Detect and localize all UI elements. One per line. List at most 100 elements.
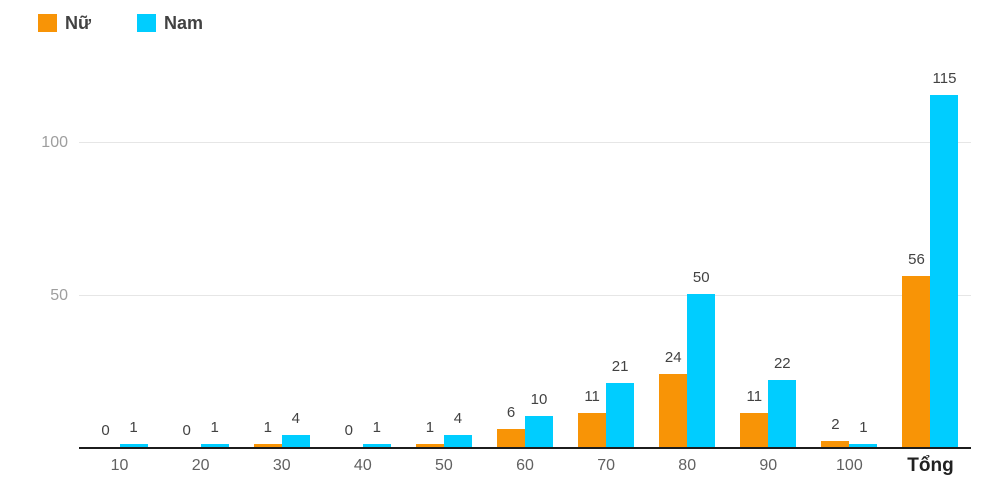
bar-group: 24 50 xyxy=(647,60,728,447)
bar-nam[interactable] xyxy=(930,95,959,447)
bar-value-label: 1 xyxy=(372,419,381,436)
bar-cell: 24 xyxy=(659,349,688,447)
bar-value-label: 24 xyxy=(664,349,682,366)
x-axis-tick-label: 30 xyxy=(272,457,291,474)
bar-cell: 1 xyxy=(253,419,282,447)
bar-value-label: 10 xyxy=(530,391,548,408)
bar-group: 11 21 xyxy=(566,60,647,447)
bar-value-label: 1 xyxy=(263,419,272,436)
x-axis-tick-label: 50 xyxy=(435,457,453,474)
bar-group: 11 22 xyxy=(728,60,809,447)
bar-cell: 4 xyxy=(281,410,310,447)
x-axis-labels: 10 20 30 40 50 60 70 80 90 100 Tổng xyxy=(79,456,971,476)
x-axis-tick-label: 80 xyxy=(678,457,697,474)
bar-value-label: 2 xyxy=(831,416,840,433)
bar-cell: 4 xyxy=(443,410,472,447)
x-axis-tick-label: Tổng xyxy=(907,455,954,476)
bar-cell: 11 xyxy=(740,388,769,447)
bar-cell: 115 xyxy=(930,70,959,447)
y-axis-tick-50: 50 xyxy=(50,287,68,304)
bar-cell: 1 xyxy=(119,419,148,447)
bar-nam[interactable] xyxy=(606,383,635,447)
bar-value-label: 1 xyxy=(210,419,219,436)
x-axis-tick-label: 90 xyxy=(759,457,778,474)
bar-group: 6 10 xyxy=(484,60,565,447)
legend-swatch-nu-icon xyxy=(38,14,57,32)
x-axis-tick-label: 60 xyxy=(516,457,534,474)
y-axis-tick-100: 100 xyxy=(41,134,68,151)
bar-value-label: 1 xyxy=(859,419,868,436)
bar-nam[interactable] xyxy=(281,435,310,447)
legend-label-nu: Nữ xyxy=(65,13,92,33)
bar-value-label: 11 xyxy=(584,388,600,405)
bar-value-label: 0 xyxy=(182,422,191,439)
bar-value-label: 56 xyxy=(908,251,925,268)
x-axis-tick-label: 10 xyxy=(110,457,129,474)
bar-nam[interactable] xyxy=(525,416,554,447)
bar-value-label: 4 xyxy=(291,410,300,427)
bar-value-label: 6 xyxy=(506,404,516,421)
bar-cell: 56 xyxy=(902,251,931,447)
x-axis-tick-label: 70 xyxy=(597,457,615,474)
bar-nam[interactable] xyxy=(119,444,148,447)
chart-legend: Nữ Nam xyxy=(38,14,203,32)
bar-cell: 1 xyxy=(200,419,229,447)
bar-cell: 10 xyxy=(525,391,554,447)
bar-cell: 11 xyxy=(578,388,607,447)
bar-nu[interactable] xyxy=(415,444,444,447)
legend-item-nu: Nữ xyxy=(38,14,91,32)
bar-cell: 22 xyxy=(768,355,797,447)
bar-cell: 1 xyxy=(849,419,878,447)
bar-nu[interactable] xyxy=(659,374,688,447)
bar-nu[interactable] xyxy=(497,429,526,447)
bar-group: 56 115 xyxy=(890,60,971,447)
bar-cell: 21 xyxy=(606,358,635,447)
bar-value-label: 1 xyxy=(129,419,138,436)
bar-cell: 0 xyxy=(335,422,363,447)
x-axis-tick-label: 40 xyxy=(353,457,372,474)
bar-nu[interactable] xyxy=(253,444,282,447)
bar-nam[interactable] xyxy=(200,444,229,447)
bar-nu[interactable] xyxy=(740,413,769,447)
gridline-100 xyxy=(79,142,971,143)
bar-nam[interactable] xyxy=(849,444,878,447)
gridline-50 xyxy=(79,295,971,296)
bar-value-label: 21 xyxy=(611,358,629,375)
bar-value-label: 22 xyxy=(773,355,791,372)
legend-label-nam: Nam xyxy=(164,13,204,33)
bar-cell: 1 xyxy=(362,419,391,447)
bar-value-label: 1 xyxy=(425,419,435,436)
x-axis-tick-label: 20 xyxy=(191,457,210,474)
legend-swatch-nam-icon xyxy=(137,14,157,32)
legend-item-nam: Nam xyxy=(137,14,203,32)
bar-cell: 50 xyxy=(687,269,716,447)
bar-value-label: 0 xyxy=(344,422,353,439)
bar-cell: 6 xyxy=(497,404,526,447)
x-axis-tick-label: 100 xyxy=(836,457,863,474)
bar-cell: 1 xyxy=(415,419,444,447)
bar-nu[interactable] xyxy=(902,276,931,447)
bar-nu[interactable] xyxy=(821,441,850,447)
bar-cell: 2 xyxy=(821,416,850,447)
bar-value-label: 50 xyxy=(692,269,710,286)
bar-value-label: 11 xyxy=(746,388,763,405)
bar-nu[interactable] xyxy=(578,413,607,447)
plot-area: 0 1 0 1 1 4 0 1 1 4 6 10 11 21 24 50 11 22 2 1 56 115 xyxy=(79,60,971,449)
bar-nam[interactable] xyxy=(443,435,472,447)
bar-nam[interactable] xyxy=(768,380,797,447)
bar-nam[interactable] xyxy=(362,444,391,447)
bar-value-label: 4 xyxy=(453,410,463,427)
x-axis-line xyxy=(79,447,971,449)
bar-nam[interactable] xyxy=(687,294,716,447)
bar-value-label: 0 xyxy=(101,422,110,439)
bar-groups: 0 1 0 1 1 4 0 1 1 4 6 10 11 21 24 50 11 22 2 1 56 115 xyxy=(79,60,971,447)
bar-value-label: 115 xyxy=(932,70,957,87)
bar-cell: 0 xyxy=(92,422,120,447)
